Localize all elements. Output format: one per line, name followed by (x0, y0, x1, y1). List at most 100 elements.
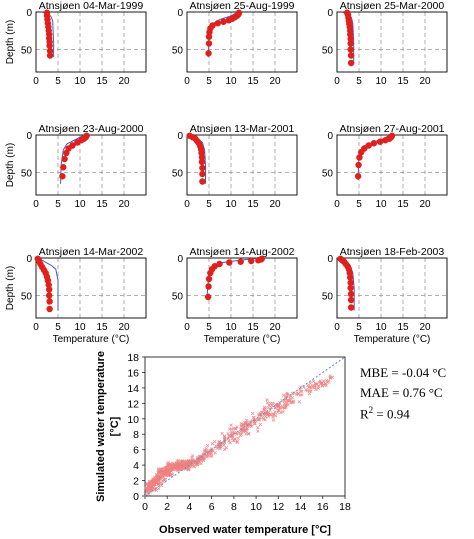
y-tick-label: 2 (133, 476, 139, 488)
x-tick-label: 20 (118, 322, 130, 333)
scatter-point (320, 383, 325, 387)
simulated-profile-line (37, 257, 59, 311)
profile-panel: Atnsjøen 18-Feb-2003 0 5 10 15 20 0 50 Temperatu… (322, 246, 448, 345)
y-tick-label: 10 (127, 414, 139, 426)
scatter-point (246, 432, 251, 436)
scatter-point (265, 398, 269, 402)
observed-point (46, 305, 53, 313)
y-tick-label: 0 (177, 254, 183, 265)
observed-point (46, 298, 53, 305)
observed-point (199, 170, 206, 178)
x-tick-label: 4 (187, 501, 193, 513)
scatter-point (216, 444, 221, 448)
fit-statistics: MBE = -0.04 °C MAE = 0.76 °C R2 = 0.94 (360, 365, 470, 445)
scatter-point (176, 459, 181, 463)
x-tick-label: 10 (74, 199, 86, 210)
scatter-point (190, 456, 194, 460)
y-tick-label: 14 (127, 383, 139, 395)
y-tick-label: 0 (26, 8, 32, 19)
x-tick-label: 10 (225, 199, 237, 210)
scatter-point (218, 446, 222, 451)
observed-point (347, 52, 355, 59)
scatter-point (237, 431, 241, 435)
profile-panel: Atnsjøen 04-Mar-1999 0 5 10 15 20 0 50 Depth (m) (5, 0, 147, 87)
r2-prefix: R (360, 406, 369, 422)
panel-title: Atnsjøen 25-Aug-1999 (189, 0, 294, 12)
scatter-point (298, 389, 303, 393)
scatter-point (175, 464, 179, 469)
observed-point (220, 18, 227, 25)
scatter-point (159, 483, 164, 488)
observed-point (46, 52, 54, 59)
r2-suffix: = 0.94 (373, 406, 410, 422)
scatter-point (227, 434, 232, 438)
scatter-point (309, 386, 313, 390)
scatter-point (192, 465, 197, 469)
scatter-point (263, 418, 267, 422)
observed-point (204, 293, 212, 301)
x-tick-label: 10 (375, 199, 387, 210)
scatter-point (189, 465, 194, 469)
scatter-point (235, 425, 239, 429)
observed-point (205, 275, 213, 283)
scatter-point (224, 446, 229, 450)
scatter-point (191, 458, 195, 462)
observed-point (347, 279, 354, 286)
scatter-panel: 0 2 4 6 8 10 12 14 16 18 0 2 4 6 8 10 12 14 16 18 Observed w… (95, 351, 351, 536)
scatter-point (190, 454, 195, 458)
x-tick-label: 15 (397, 199, 409, 210)
x-tick-label: 5 (356, 322, 362, 333)
scatter-point (220, 431, 224, 436)
observed-point (46, 292, 53, 299)
observed-point (370, 140, 378, 147)
scatter-point (163, 469, 168, 474)
y-tick-label: 0 (177, 131, 183, 142)
x-tick-label: 18 (339, 501, 351, 513)
x-tick-label: 15 (397, 322, 409, 333)
profile-panel: Atnsjøen 27-Aug-2001 0 5 10 15 20 0 50 (322, 123, 448, 210)
scatter-point (222, 443, 226, 447)
y-tick-label: 8 (133, 429, 139, 441)
x-tick-label: 0 (33, 76, 39, 87)
profile-panel: Atnsjøen 25-Aug-1999 0 5 10 15 20 0 50 (172, 0, 298, 87)
scatter-point (229, 423, 233, 427)
plot-frame (186, 11, 298, 73)
scatter-point (313, 385, 317, 390)
x-tick-label: 20 (419, 322, 431, 333)
scatter-point (268, 408, 272, 412)
scatter-point (197, 460, 201, 464)
scatter-point (320, 384, 324, 388)
panel-title: Atnsjøen 14-Mar-2002 (39, 246, 144, 258)
observed-point (214, 20, 221, 27)
x-tick-label: 20 (269, 199, 281, 210)
observed-point (199, 164, 206, 172)
scatter-point (270, 403, 274, 407)
x-tick-label: 0 (334, 76, 340, 87)
x-tick-label: 10 (375, 322, 387, 333)
profile-panel: Atnsjøen 13-Mar-2001 0 5 10 15 20 0 50 (172, 123, 298, 210)
x-tick-label: 5 (55, 199, 61, 210)
one-to-one-line (144, 356, 346, 497)
observed-point (198, 158, 206, 166)
panel-title: Atnsjøen 14-Aug-2002 (189, 246, 294, 258)
scatter-point (324, 378, 329, 383)
scatter-point (286, 403, 290, 407)
mae-text: MAE = 0.76 °C (360, 385, 443, 400)
scatter-point (157, 482, 161, 486)
scatter-point (278, 406, 282, 410)
observed-point (382, 137, 389, 144)
observed-point (347, 290, 355, 298)
observed-point (205, 33, 213, 40)
scatter-point (276, 402, 280, 406)
profile-panel: Atnsjøen 14-Aug-2002 0 5 10 15 20 0 50 Temperatu… (172, 246, 298, 345)
scatter-point (187, 461, 192, 466)
profile-panel: Atnsjøen 23-Aug-2000 0 5 10 15 20 0 50 Depth (m) (5, 123, 147, 210)
scatter-point (314, 387, 318, 392)
y-axis-label: Depth (m) (5, 20, 16, 64)
y-tick-label: 0 (133, 491, 139, 503)
scatter-point (186, 468, 191, 472)
observed-point (207, 269, 214, 277)
y-tick-label: 50 (322, 292, 334, 303)
y-tick-label: 50 (322, 46, 334, 57)
x-tick-label: 14 (295, 501, 307, 513)
